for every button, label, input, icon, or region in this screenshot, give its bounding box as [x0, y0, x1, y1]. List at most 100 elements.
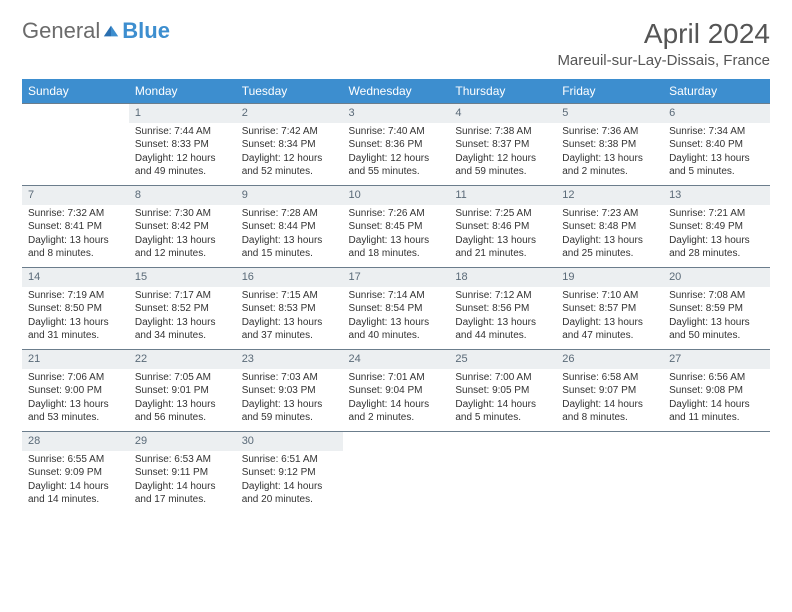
day-detail-line: Daylight: 13 hours	[135, 398, 230, 412]
day-detail-line: Sunset: 8:53 PM	[242, 302, 337, 316]
day-detail-line: Daylight: 13 hours	[669, 316, 764, 330]
empty-day	[663, 431, 770, 449]
day-detail-line: Sunrise: 7:34 AM	[669, 125, 764, 139]
day-detail-line: and 20 minutes.	[242, 493, 337, 507]
day-details: Sunrise: 6:55 AMSunset: 9:09 PMDaylight:…	[22, 451, 129, 511]
calendar-cell: 20Sunrise: 7:08 AMSunset: 8:59 PMDayligh…	[663, 267, 770, 349]
day-detail-line: Daylight: 14 hours	[135, 480, 230, 494]
day-details: Sunrise: 6:51 AMSunset: 9:12 PMDaylight:…	[236, 451, 343, 511]
day-number: 15	[129, 267, 236, 287]
day-details: Sunrise: 7:10 AMSunset: 8:57 PMDaylight:…	[556, 287, 663, 347]
day-detail-line: Sunrise: 6:58 AM	[562, 371, 657, 385]
day-details: Sunrise: 7:03 AMSunset: 9:03 PMDaylight:…	[236, 369, 343, 429]
day-detail-line: Daylight: 13 hours	[455, 316, 550, 330]
day-number: 21	[22, 349, 129, 369]
day-detail-line: Sunset: 8:50 PM	[28, 302, 123, 316]
day-detail-line: Daylight: 14 hours	[242, 480, 337, 494]
day-details: Sunrise: 7:26 AMSunset: 8:45 PMDaylight:…	[343, 205, 450, 265]
day-detail-line: Daylight: 12 hours	[135, 152, 230, 166]
day-detail-line: and 49 minutes.	[135, 165, 230, 179]
day-detail-line: Daylight: 14 hours	[669, 398, 764, 412]
calendar-cell: 10Sunrise: 7:26 AMSunset: 8:45 PMDayligh…	[343, 185, 450, 267]
day-detail-line: Sunset: 8:41 PM	[28, 220, 123, 234]
day-detail-line: Sunrise: 7:44 AM	[135, 125, 230, 139]
day-number: 3	[343, 103, 450, 123]
day-detail-line: and 2 minutes.	[562, 165, 657, 179]
day-detail-line: Sunrise: 7:42 AM	[242, 125, 337, 139]
day-detail-line: Sunrise: 7:23 AM	[562, 207, 657, 221]
day-details: Sunrise: 7:28 AMSunset: 8:44 PMDaylight:…	[236, 205, 343, 265]
brand-logo: General Blue	[22, 18, 170, 44]
calendar-cell	[343, 431, 450, 513]
day-details: Sunrise: 7:34 AMSunset: 8:40 PMDaylight:…	[663, 123, 770, 183]
calendar-cell: 8Sunrise: 7:30 AMSunset: 8:42 PMDaylight…	[129, 185, 236, 267]
day-detail-line: Daylight: 13 hours	[562, 152, 657, 166]
day-detail-line: Sunrise: 6:56 AM	[669, 371, 764, 385]
day-details: Sunrise: 7:32 AMSunset: 8:41 PMDaylight:…	[22, 205, 129, 265]
day-number: 28	[22, 431, 129, 451]
calendar-cell: 29Sunrise: 6:53 AMSunset: 9:11 PMDayligh…	[129, 431, 236, 513]
day-details: Sunrise: 7:17 AMSunset: 8:52 PMDaylight:…	[129, 287, 236, 347]
day-detail-line: Sunrise: 7:03 AM	[242, 371, 337, 385]
day-detail-line: and 56 minutes.	[135, 411, 230, 425]
weekday-header: Friday	[556, 79, 663, 103]
day-detail-line: Sunset: 9:04 PM	[349, 384, 444, 398]
day-number: 9	[236, 185, 343, 205]
day-detail-line: and 2 minutes.	[349, 411, 444, 425]
day-detail-line: Sunrise: 7:25 AM	[455, 207, 550, 221]
day-number: 29	[129, 431, 236, 451]
day-number: 30	[236, 431, 343, 451]
calendar-week-row: 7Sunrise: 7:32 AMSunset: 8:41 PMDaylight…	[22, 185, 770, 267]
day-detail-line: and 34 minutes.	[135, 329, 230, 343]
day-detail-line: Sunset: 9:01 PM	[135, 384, 230, 398]
calendar-body: 1Sunrise: 7:44 AMSunset: 8:33 PMDaylight…	[22, 103, 770, 513]
empty-day	[449, 431, 556, 449]
day-details: Sunrise: 7:36 AMSunset: 8:38 PMDaylight:…	[556, 123, 663, 183]
day-detail-line: and 21 minutes.	[455, 247, 550, 261]
brand-text-1: General	[22, 18, 100, 44]
calendar-cell: 14Sunrise: 7:19 AMSunset: 8:50 PMDayligh…	[22, 267, 129, 349]
day-details: Sunrise: 6:53 AMSunset: 9:11 PMDaylight:…	[129, 451, 236, 511]
day-details: Sunrise: 7:14 AMSunset: 8:54 PMDaylight:…	[343, 287, 450, 347]
day-detail-line: Sunset: 8:46 PM	[455, 220, 550, 234]
day-details: Sunrise: 7:19 AMSunset: 8:50 PMDaylight:…	[22, 287, 129, 347]
day-detail-line: Sunrise: 7:28 AM	[242, 207, 337, 221]
day-detail-line: Sunset: 8:44 PM	[242, 220, 337, 234]
calendar-cell: 30Sunrise: 6:51 AMSunset: 9:12 PMDayligh…	[236, 431, 343, 513]
day-details: Sunrise: 7:40 AMSunset: 8:36 PMDaylight:…	[343, 123, 450, 183]
day-details: Sunrise: 7:01 AMSunset: 9:04 PMDaylight:…	[343, 369, 450, 429]
day-detail-line: Sunrise: 7:38 AM	[455, 125, 550, 139]
day-detail-line: and 44 minutes.	[455, 329, 550, 343]
day-detail-line: Sunrise: 7:06 AM	[28, 371, 123, 385]
day-detail-line: Sunrise: 7:12 AM	[455, 289, 550, 303]
day-details: Sunrise: 7:12 AMSunset: 8:56 PMDaylight:…	[449, 287, 556, 347]
day-detail-line: Sunset: 9:03 PM	[242, 384, 337, 398]
empty-day	[343, 431, 450, 449]
day-detail-line: Daylight: 13 hours	[135, 316, 230, 330]
day-detail-line: Daylight: 12 hours	[242, 152, 337, 166]
calendar-cell: 3Sunrise: 7:40 AMSunset: 8:36 PMDaylight…	[343, 103, 450, 185]
day-detail-line: Sunrise: 6:53 AM	[135, 453, 230, 467]
day-detail-line: Daylight: 13 hours	[242, 398, 337, 412]
calendar-cell: 24Sunrise: 7:01 AMSunset: 9:04 PMDayligh…	[343, 349, 450, 431]
day-detail-line: and 55 minutes.	[349, 165, 444, 179]
day-detail-line: Sunset: 8:49 PM	[669, 220, 764, 234]
day-detail-line: and 15 minutes.	[242, 247, 337, 261]
day-details: Sunrise: 6:56 AMSunset: 9:08 PMDaylight:…	[663, 369, 770, 429]
weekday-header: Saturday	[663, 79, 770, 103]
day-detail-line: and 47 minutes.	[562, 329, 657, 343]
day-detail-line: Sunrise: 7:10 AM	[562, 289, 657, 303]
calendar-cell: 25Sunrise: 7:00 AMSunset: 9:05 PMDayligh…	[449, 349, 556, 431]
day-detail-line: Sunrise: 7:32 AM	[28, 207, 123, 221]
weekday-header: Wednesday	[343, 79, 450, 103]
day-detail-line: Sunset: 9:09 PM	[28, 466, 123, 480]
day-detail-line: Sunset: 8:45 PM	[349, 220, 444, 234]
calendar-cell: 19Sunrise: 7:10 AMSunset: 8:57 PMDayligh…	[556, 267, 663, 349]
day-number: 8	[129, 185, 236, 205]
day-detail-line: Sunset: 9:07 PM	[562, 384, 657, 398]
calendar-cell: 26Sunrise: 6:58 AMSunset: 9:07 PMDayligh…	[556, 349, 663, 431]
day-detail-line: and 12 minutes.	[135, 247, 230, 261]
day-detail-line: and 53 minutes.	[28, 411, 123, 425]
day-details: Sunrise: 7:42 AMSunset: 8:34 PMDaylight:…	[236, 123, 343, 183]
weekday-row: SundayMondayTuesdayWednesdayThursdayFrid…	[22, 79, 770, 103]
